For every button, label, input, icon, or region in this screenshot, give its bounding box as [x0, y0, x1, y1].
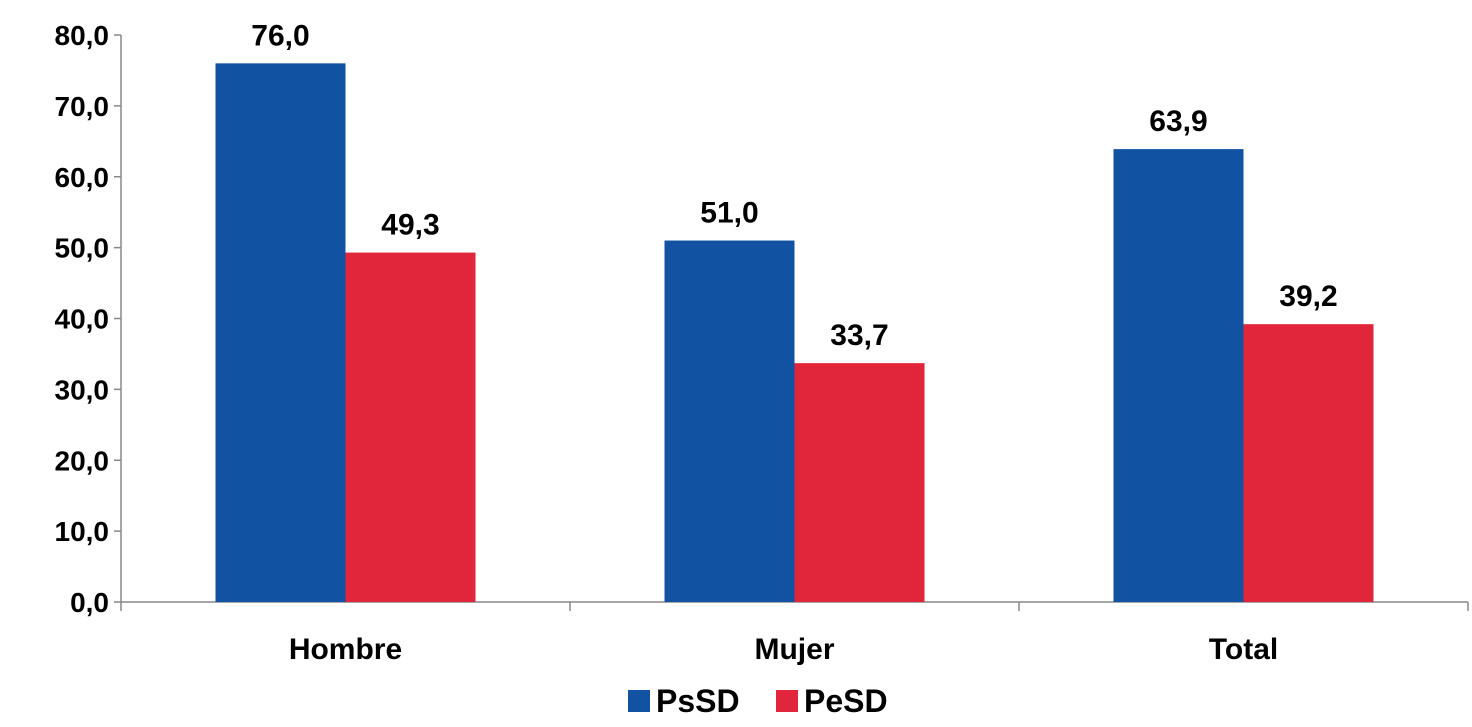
y-tick-label: 40,0 [55, 304, 110, 335]
y-axis: 0,0 10,0 20,0 30,0 40,0 50,0 60,0 70,0 80,0 [55, 20, 122, 618]
y-tick-label: 50,0 [55, 233, 110, 264]
bar-pesd-hombre [345, 252, 476, 602]
y-tick-label: 60,0 [55, 162, 110, 193]
x-tick-label: Mujer [754, 633, 834, 666]
legend-label-pesd: PeSD [804, 683, 888, 719]
legend: PsSD PeSD [628, 683, 888, 719]
legend-label-pssd: PsSD [656, 683, 740, 719]
bars [215, 63, 1374, 603]
data-label: 51,0 [700, 197, 758, 230]
x-axis: Hombre Mujer Total [120, 601, 1469, 666]
bar-pssd-hombre [215, 63, 346, 603]
y-tick-label: 70,0 [55, 91, 110, 122]
data-label: 63,9 [1149, 105, 1207, 138]
y-tick-label: 80,0 [55, 20, 110, 51]
legend-swatch-pesd [776, 690, 798, 712]
bar-pssd-mujer [664, 240, 795, 602]
data-label: 39,2 [1279, 280, 1337, 313]
y-tick-label: 30,0 [55, 374, 110, 405]
x-tick-label: Hombre [289, 633, 402, 666]
y-tick-label: 0,0 [70, 587, 109, 618]
y-tick-label: 10,0 [55, 516, 110, 547]
data-labels: 76,0 49,3 51,0 33,7 63,9 39,2 [251, 19, 1337, 352]
bar-pesd-total [1243, 324, 1374, 602]
x-tick-label: Total [1209, 633, 1278, 666]
bar-pssd-total [1113, 149, 1244, 602]
data-label: 49,3 [381, 209, 439, 242]
data-label: 33,7 [830, 319, 888, 352]
y-tick-label: 20,0 [55, 445, 110, 476]
legend-swatch-pssd [628, 690, 650, 712]
data-label: 76,0 [251, 19, 309, 52]
bar-pesd-mujer [794, 363, 925, 602]
